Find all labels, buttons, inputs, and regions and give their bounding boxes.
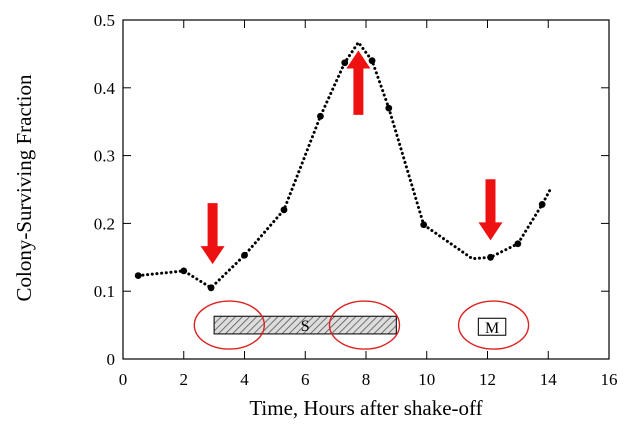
highlight-circles: [193, 300, 530, 350]
data-series: [134, 39, 553, 292]
highlight-ellipse: [457, 300, 530, 350]
highlight-ellipse: [193, 300, 266, 350]
phase-bar-m: [477, 317, 507, 336]
phase-label-m: M: [485, 320, 499, 337]
y-tick-label: 0.4: [94, 79, 116, 98]
arrow-down: [478, 179, 503, 241]
data-point: [420, 221, 428, 229]
data-point: [134, 272, 142, 280]
x-tick-label: 2: [180, 370, 189, 389]
x-tick-label: 0: [119, 370, 128, 389]
x-tick-label: 10: [418, 370, 435, 389]
y-tick-label: 0.3: [94, 147, 115, 166]
data-point: [341, 59, 349, 67]
data-point: [514, 240, 522, 248]
data-point: [385, 104, 393, 112]
annotation-arrows: [200, 50, 503, 265]
y-tick-label: 0.5: [94, 11, 115, 30]
data-point: [180, 267, 188, 275]
data-point: [207, 284, 215, 292]
highlight-ellipse: [328, 300, 401, 350]
y-axis-title: Colony-Surviving Fraction: [12, 74, 36, 301]
x-tick-label: 14: [540, 370, 558, 389]
data-point: [280, 206, 288, 214]
axis-ticks: 0 2 4 6 8 10 12 14 16 0 0.1 0.2 0.3 0.4 0.5: [94, 11, 618, 389]
x-tick-label: 6: [301, 370, 310, 389]
data-point: [538, 201, 546, 208]
x-tick-label: 12: [479, 370, 496, 389]
data-point: [487, 253, 494, 261]
x-tick-label: 8: [362, 370, 371, 389]
data-point: [368, 57, 376, 65]
x-axis-title: Time, Hours after shake-off: [249, 396, 482, 420]
phase-label-s: S: [301, 318, 310, 335]
arrow-down: [200, 203, 225, 265]
series-line-0: [136, 39, 553, 290]
y-tick-label: 0.2: [94, 214, 115, 233]
y-tick-label: 0: [107, 350, 116, 369]
plot-frame: [122, 19, 610, 360]
x-tick-label: 4: [240, 370, 249, 389]
data-point: [241, 251, 248, 259]
phase-bar-s: [213, 315, 397, 335]
arrow-up: [346, 50, 371, 115]
x-tick-label: 16: [601, 370, 618, 389]
y-tick-label: 0.1: [94, 282, 115, 301]
data-point: [317, 112, 324, 120]
